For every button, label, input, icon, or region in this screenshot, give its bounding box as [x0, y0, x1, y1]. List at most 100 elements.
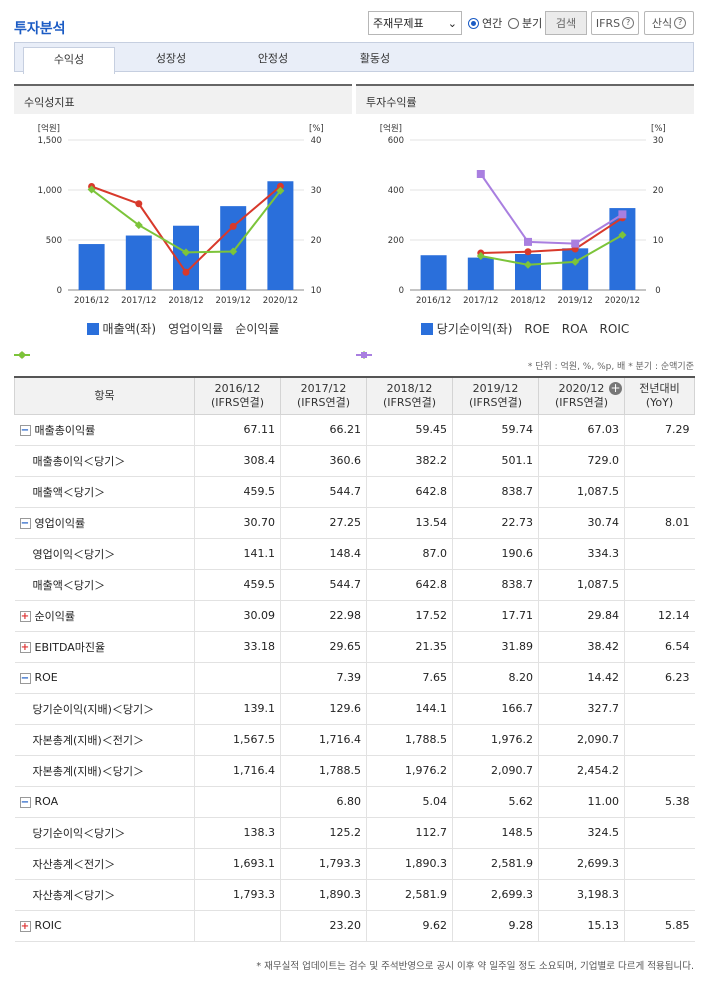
row-label: 자본총계(지배)＜당기＞: [14, 755, 195, 787]
row-label-text: 당기순이익(지배)＜당기＞: [32, 702, 155, 716]
legend-line-icon: [356, 352, 372, 358]
ifrs-help-button[interactable]: IFRS?: [591, 11, 639, 35]
x-tick: 2020/12: [605, 296, 640, 306]
y-tick-right: 40: [311, 136, 322, 146]
radio-quarter-label: 분기: [522, 17, 543, 30]
row-label[interactable]: − ROE: [14, 662, 195, 694]
row-label[interactable]: − 매출총이익률: [14, 414, 195, 446]
bar: [467, 257, 494, 290]
table-cell: 66.21: [280, 414, 367, 446]
collapse-icon[interactable]: −: [19, 796, 31, 808]
table-row: 자산총계＜당기＞ 1,793.3 1,890.3 2,581.9 2,699.3 3,19…: [14, 879, 695, 911]
column-header: 2018/12 (IFRS연결): [366, 376, 453, 415]
tab-growth[interactable]: 성장성: [155, 52, 187, 65]
table-cell: 21.35: [366, 631, 453, 663]
data-point: [229, 222, 237, 230]
table-cell: 17.52: [366, 600, 453, 632]
axis-unit-left: [억원]: [38, 123, 60, 134]
table-cell: 2,581.9: [366, 879, 453, 911]
row-label[interactable]: − 영업이익률: [14, 507, 195, 539]
row-label[interactable]: − ROA: [14, 786, 195, 818]
radio-annual[interactable]: 연간: [468, 15, 502, 31]
data-point: [524, 248, 532, 256]
table-cell: [624, 538, 695, 570]
table-cell: 67.03: [538, 414, 625, 446]
table-cell: 31.89: [452, 631, 539, 663]
row-label: 자산총계＜당기＞: [14, 879, 195, 911]
table-row: + ROIC 23.20 9.62 9.28 15.13 5.85: [14, 910, 695, 942]
data-point: [182, 268, 190, 276]
table-cell: 2,699.3: [538, 848, 625, 880]
chart-profitability: [억원] [%] 1,500 1,000 500 0 40 30 20 10 2016/12 2017…: [38, 123, 324, 306]
series-line: [479, 173, 623, 245]
table-cell: 360.6: [280, 445, 367, 477]
tab-bar: 수익성 성장성 안정성 활동성: [14, 42, 694, 74]
y-tick-right: 0: [655, 286, 660, 296]
radio-annual-label: 연간: [482, 17, 503, 30]
table-row: 매출총이익＜당기＞ 308.4 360.6 382.2 501.1 729.0: [14, 445, 695, 477]
ifrs-label: IFRS: [595, 16, 621, 30]
table-cell: 9.62: [366, 910, 453, 942]
data-point: [524, 260, 532, 269]
table-cell: [194, 786, 281, 818]
table-cell: 1,890.3: [366, 848, 453, 880]
row-label-text: EBITDA마진율: [34, 640, 106, 654]
row-label-text: ROE: [34, 671, 58, 684]
table-cell: 6.23: [624, 662, 695, 694]
radio-selected-icon: [468, 17, 479, 29]
table-cell: 5.38: [624, 786, 695, 818]
row-label-text: 매출총이익률: [34, 423, 96, 437]
table-cell: 87.0: [366, 538, 453, 570]
table-cell: 129.6: [280, 693, 367, 725]
legend-item: ROE: [356, 320, 550, 358]
table-cell: [194, 910, 281, 942]
collapse-icon[interactable]: −: [19, 518, 31, 529]
data-point: [229, 247, 238, 256]
tab-activity[interactable]: 활동성: [359, 52, 391, 65]
expand-icon[interactable]: +: [19, 642, 31, 653]
row-label[interactable]: + ROIC: [14, 910, 195, 942]
add-column-icon[interactable]: +: [609, 381, 622, 395]
bar: [515, 253, 541, 290]
y-tick-right: 30: [311, 186, 322, 196]
axis-unit-left: [억원]: [380, 123, 402, 134]
row-label: 매출액＜당기＞: [14, 569, 195, 601]
formula-help-button[interactable]: 산식?: [644, 11, 694, 35]
legend-bar-icon: [86, 322, 99, 335]
x-tick: 2016/12: [416, 296, 451, 306]
collapse-icon[interactable]: −: [19, 425, 31, 436]
statement-select[interactable]: 주재무제표 ⌄: [368, 11, 462, 35]
collapse-icon[interactable]: −: [19, 672, 31, 684]
data-point: [524, 237, 532, 246]
search-button[interactable]: 검색: [545, 11, 587, 35]
x-tick: 2016/12: [74, 296, 109, 306]
table-cell: 7.65: [366, 662, 453, 694]
legend-item: ROIC: [356, 320, 629, 358]
table-cell: 9.28: [452, 910, 539, 942]
table-cell: 67.11: [194, 414, 281, 446]
radio-quarter[interactable]: 분기: [508, 15, 542, 31]
table-cell: 166.7: [452, 693, 539, 725]
table-row: − 매출총이익률 67.11 66.21 59.45 59.74 67.03 7.29: [14, 414, 695, 446]
table-cell: 1,716.4: [280, 724, 367, 756]
tab-profitability[interactable]: 수익성: [23, 47, 115, 74]
table-cell: 459.5: [194, 569, 281, 601]
x-tick: 2019/12: [216, 296, 251, 306]
table-cell: 324.5: [538, 817, 625, 849]
table-cell: 30.70: [194, 507, 281, 539]
expand-icon[interactable]: +: [19, 920, 31, 932]
table-cell: [624, 817, 695, 849]
bar: [125, 235, 152, 290]
bar: [562, 248, 589, 290]
data-point: [571, 239, 580, 248]
column-header: 2017/12 (IFRS연결): [280, 376, 367, 415]
row-label[interactable]: + EBITDA마진율: [14, 631, 195, 663]
table-cell: 838.7: [452, 476, 539, 508]
expand-icon[interactable]: +: [19, 611, 31, 622]
tab-stability[interactable]: 안정성: [257, 52, 289, 65]
axis-unit-right: [%]: [651, 124, 666, 134]
table-cell: 6.80: [280, 786, 367, 818]
row-label[interactable]: + 순이익률: [14, 600, 195, 632]
series-line: [480, 234, 623, 266]
table-cell: 5.04: [366, 786, 453, 818]
